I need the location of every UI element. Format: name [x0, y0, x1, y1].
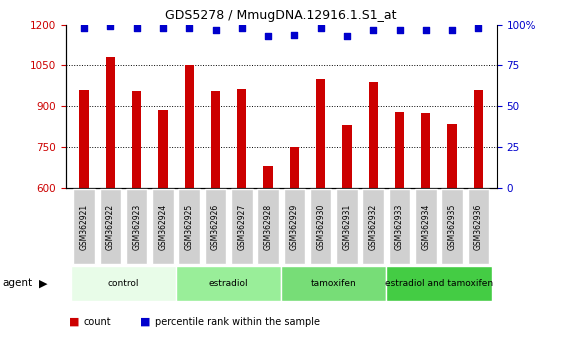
FancyBboxPatch shape [310, 189, 331, 264]
Text: ■: ■ [140, 317, 150, 327]
Text: GSM362927: GSM362927 [238, 204, 246, 250]
Bar [369, 82, 378, 188]
Point [448, 27, 457, 33]
Bar [106, 57, 115, 188]
Bar [343, 125, 352, 188]
FancyBboxPatch shape [231, 189, 252, 264]
Text: GSM362926: GSM362926 [211, 204, 220, 250]
Point [79, 25, 89, 31]
FancyBboxPatch shape [73, 189, 95, 264]
Title: GDS5278 / MmugDNA.12916.1.S1_at: GDS5278 / MmugDNA.12916.1.S1_at [166, 9, 397, 22]
FancyBboxPatch shape [99, 189, 121, 264]
Text: GSM362931: GSM362931 [343, 204, 351, 250]
Point [290, 32, 299, 38]
Bar [448, 124, 457, 188]
FancyBboxPatch shape [441, 189, 463, 264]
Text: GSM362925: GSM362925 [184, 204, 194, 250]
Point [421, 27, 431, 33]
FancyBboxPatch shape [389, 189, 411, 264]
Text: GSM362935: GSM362935 [448, 203, 457, 250]
Text: percentile rank within the sample: percentile rank within the sample [155, 317, 320, 327]
Point [474, 25, 483, 31]
Text: GSM362936: GSM362936 [474, 203, 483, 250]
Bar [237, 88, 247, 188]
FancyBboxPatch shape [336, 189, 357, 264]
Point [158, 25, 167, 31]
Bar [176, 266, 281, 301]
Point [184, 25, 194, 31]
Point [395, 27, 404, 33]
Point [369, 27, 378, 33]
Text: agent: agent [3, 278, 33, 288]
Point [237, 25, 246, 31]
FancyBboxPatch shape [468, 189, 489, 264]
FancyBboxPatch shape [205, 189, 226, 264]
Bar [316, 79, 325, 188]
Text: estradiol: estradiol [209, 279, 248, 288]
FancyBboxPatch shape [258, 189, 279, 264]
Bar [474, 90, 483, 188]
Point [263, 33, 272, 39]
Text: GSM362932: GSM362932 [369, 204, 378, 250]
Point [132, 25, 141, 31]
Text: count: count [84, 317, 111, 327]
Bar [387, 266, 492, 301]
Bar [158, 110, 167, 188]
Bar [211, 91, 220, 188]
Bar [132, 91, 141, 188]
Bar [281, 266, 387, 301]
Text: GSM362929: GSM362929 [290, 204, 299, 250]
Text: GSM362934: GSM362934 [421, 203, 431, 250]
Bar [79, 90, 89, 188]
Text: GSM362922: GSM362922 [106, 204, 115, 250]
FancyBboxPatch shape [126, 189, 147, 264]
Text: ▶: ▶ [39, 278, 47, 288]
FancyBboxPatch shape [178, 189, 200, 264]
Text: tamoxifen: tamoxifen [311, 279, 357, 288]
Bar [395, 112, 404, 188]
Text: GSM362924: GSM362924 [158, 204, 167, 250]
Bar [263, 166, 273, 188]
FancyBboxPatch shape [152, 189, 174, 264]
Text: GSM362921: GSM362921 [79, 204, 89, 250]
FancyBboxPatch shape [284, 189, 305, 264]
Point [343, 33, 352, 39]
Point [106, 24, 115, 29]
Point [211, 27, 220, 33]
Bar [421, 113, 431, 188]
FancyBboxPatch shape [415, 189, 437, 264]
Point [316, 25, 325, 31]
Bar [71, 266, 176, 301]
Text: control: control [108, 279, 139, 288]
Text: GSM362928: GSM362928 [264, 204, 272, 250]
Text: GSM362933: GSM362933 [395, 203, 404, 250]
FancyBboxPatch shape [363, 189, 384, 264]
Text: GSM362923: GSM362923 [132, 204, 141, 250]
Text: GSM362930: GSM362930 [316, 203, 325, 250]
Bar [184, 65, 194, 188]
Text: estradiol and tamoxifen: estradiol and tamoxifen [385, 279, 493, 288]
Bar [289, 147, 299, 188]
Text: ■: ■ [69, 317, 79, 327]
